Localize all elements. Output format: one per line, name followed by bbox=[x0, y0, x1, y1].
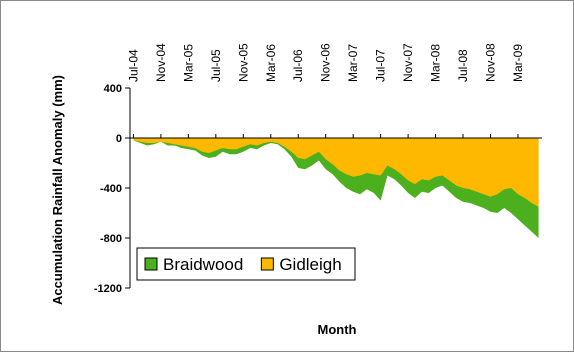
x-tick-label: Jul-05 bbox=[209, 49, 223, 82]
y-tick-label: 0 bbox=[116, 133, 122, 145]
x-axis-label: Month bbox=[318, 322, 357, 337]
y-tick-label: -800 bbox=[100, 233, 122, 245]
x-tick-label: Mar-05 bbox=[181, 44, 195, 82]
x-tick-label: Jul-07 bbox=[374, 49, 388, 82]
y-tick-label: 400 bbox=[104, 83, 122, 95]
area bbox=[133, 138, 539, 207]
x-tick-label: Nov-06 bbox=[319, 43, 333, 82]
x-tick-label: Nov-05 bbox=[236, 43, 250, 82]
legend-label: Gidleigh bbox=[279, 255, 341, 274]
y-tick-label: -400 bbox=[100, 183, 122, 195]
x-tick-label: Mar-09 bbox=[511, 44, 525, 82]
legend-swatch bbox=[144, 257, 158, 271]
x-tick-label: Jul-06 bbox=[291, 49, 305, 82]
x-tick-label: Mar-08 bbox=[429, 44, 443, 82]
x-tick-label: Mar-06 bbox=[264, 44, 278, 82]
y-tick-label: -1200 bbox=[94, 283, 122, 295]
x-tick-label: Nov-07 bbox=[401, 43, 415, 82]
x-tick-label: Jul-04 bbox=[126, 49, 140, 82]
legend-box bbox=[136, 247, 356, 281]
x-tick-label: Nov-08 bbox=[484, 43, 498, 82]
x-tick-label: Mar-07 bbox=[346, 44, 360, 82]
x-tick-label: Nov-04 bbox=[154, 43, 168, 82]
y-axis-label: Accumulation Rainfall Anomaly (mm) bbox=[50, 75, 65, 305]
legend-swatch bbox=[260, 257, 274, 271]
legend-label: Braidwood bbox=[163, 255, 243, 274]
x-tick-label: Jul-08 bbox=[456, 49, 470, 82]
